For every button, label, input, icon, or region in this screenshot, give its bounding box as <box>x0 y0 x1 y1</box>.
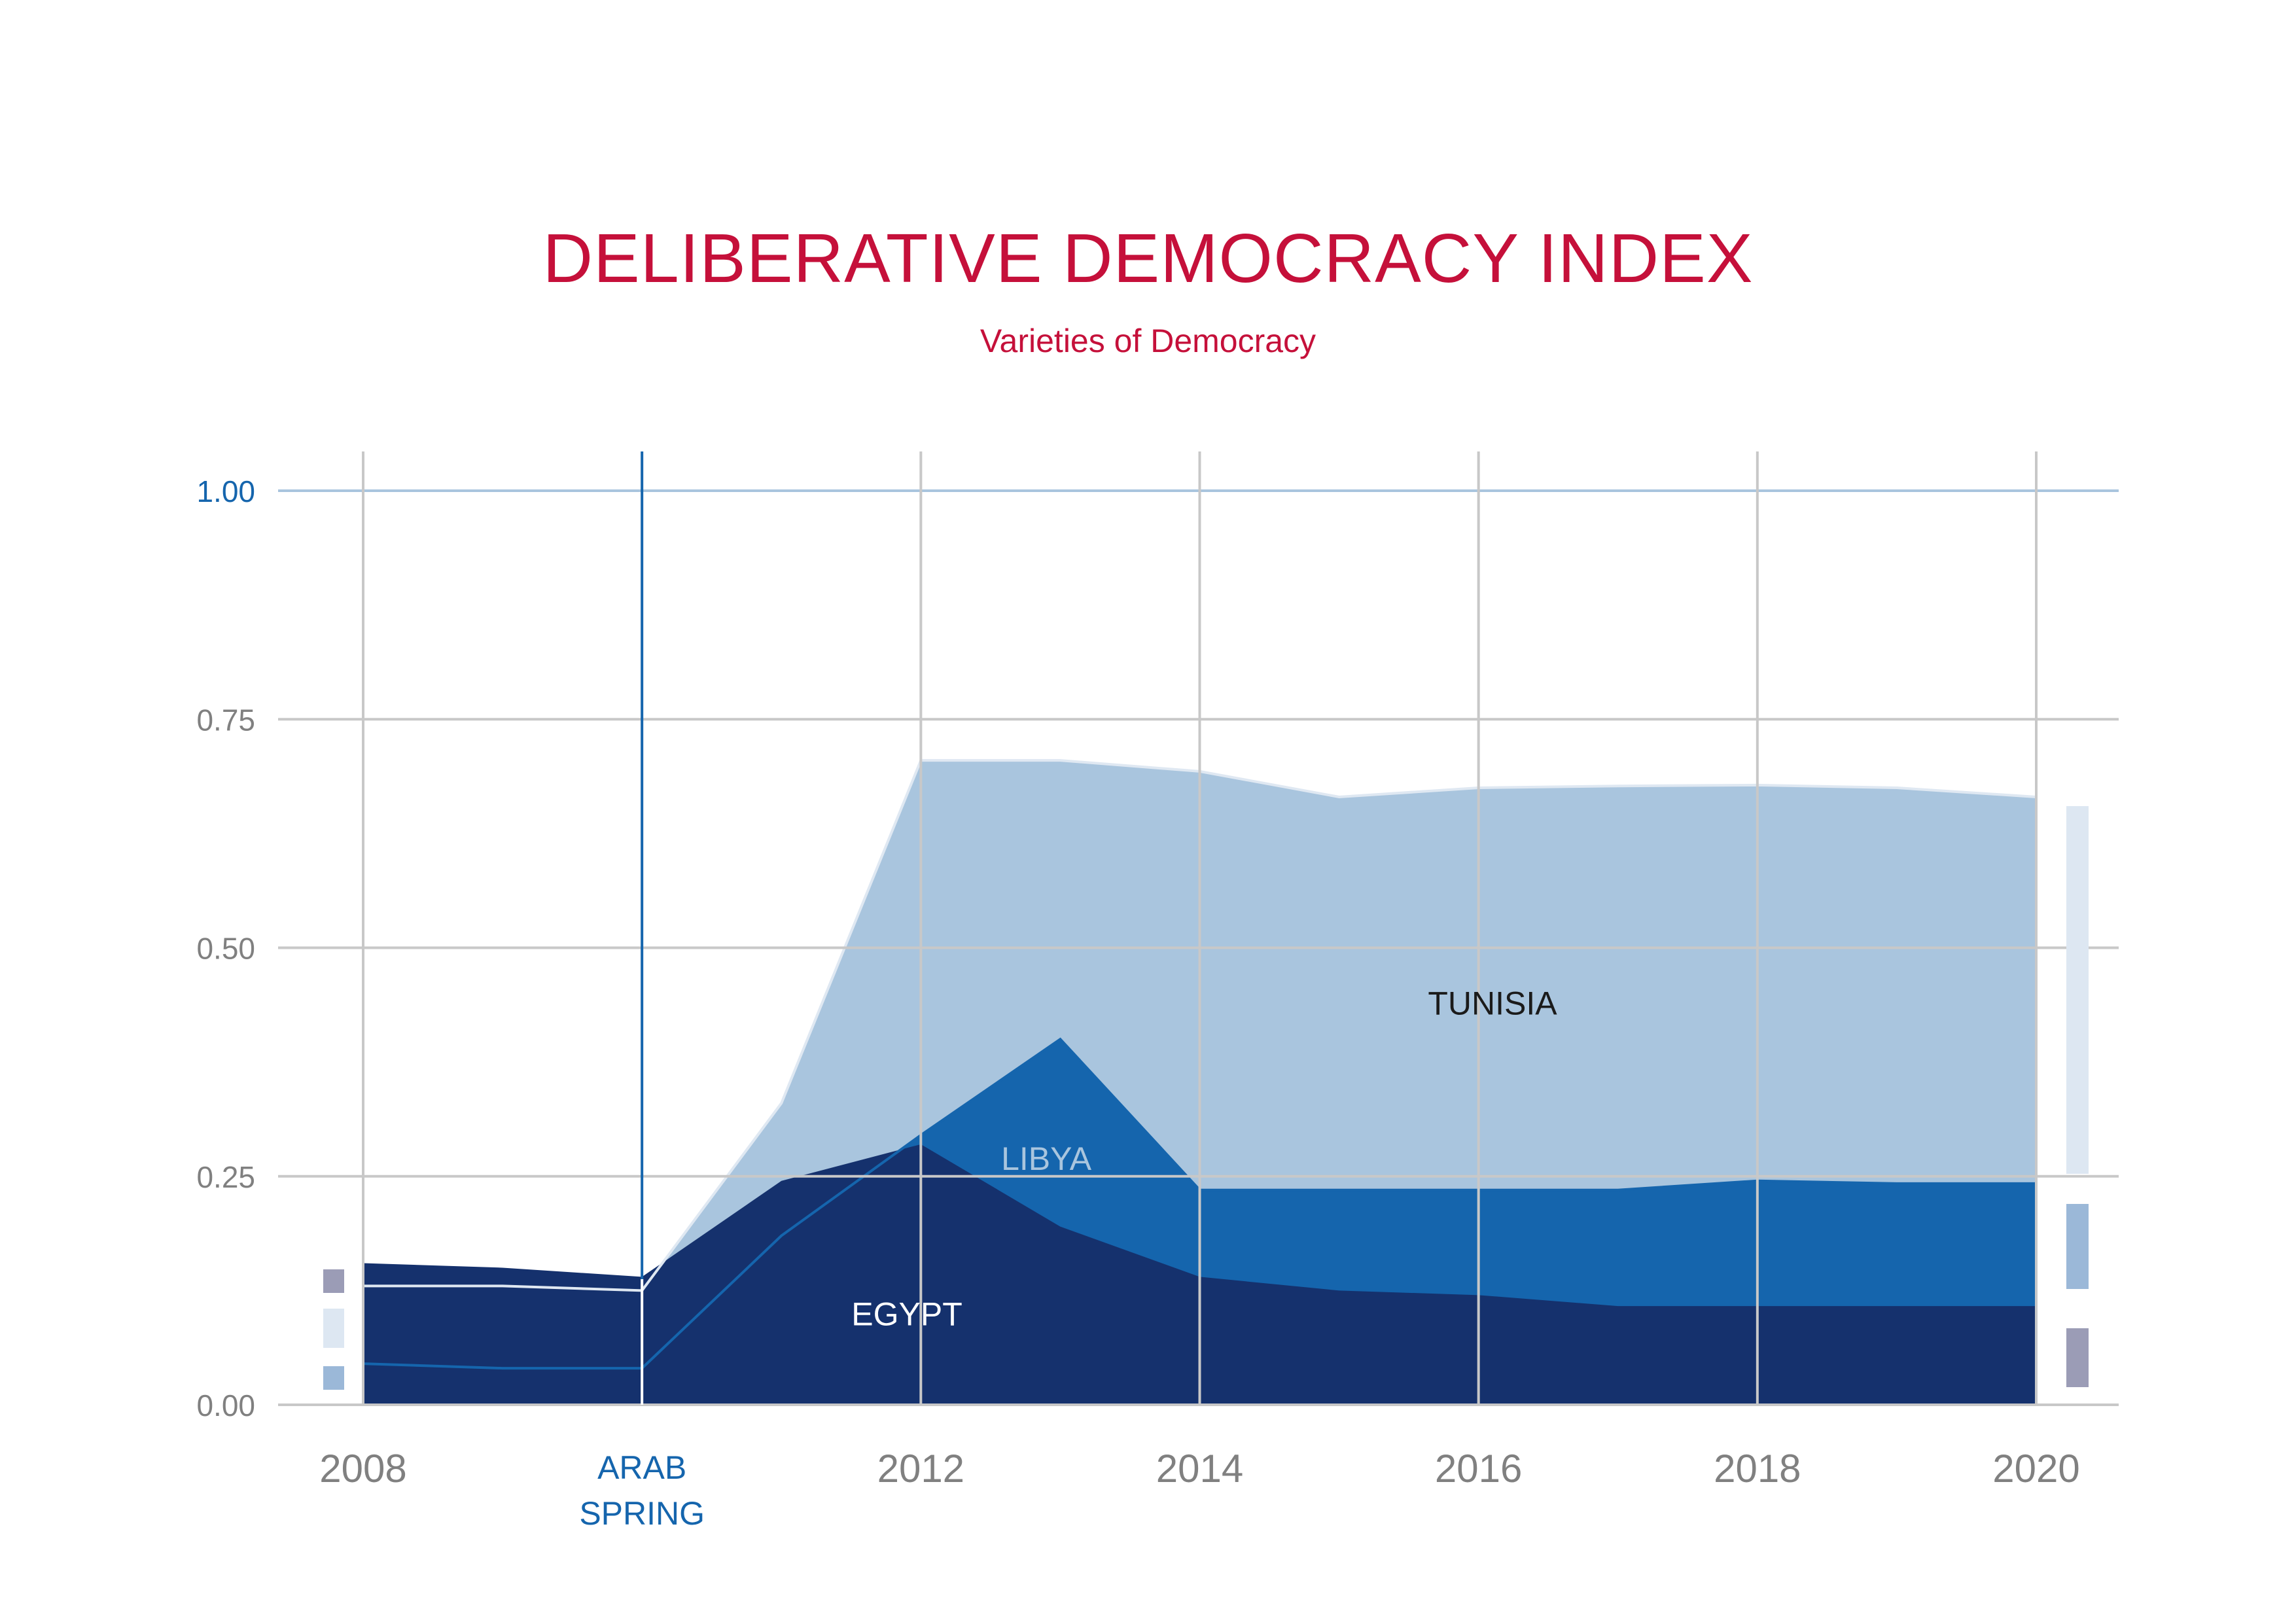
x-tick-label: 2020 <box>1992 1447 2079 1491</box>
event-label: SPRING <box>579 1495 705 1532</box>
event-label: ARAB <box>597 1449 686 1486</box>
legend-swatch <box>2066 1328 2089 1387</box>
x-tick-label: 2018 <box>1714 1447 1801 1491</box>
x-tick-label: 2014 <box>1156 1447 1243 1491</box>
y-tick-label: 0.25 <box>196 1160 255 1194</box>
legend-swatch <box>323 1366 344 1390</box>
legend-swatch <box>323 1269 344 1293</box>
area-egypt <box>363 1144 2036 1405</box>
y-tick-label: 0.75 <box>196 703 255 737</box>
series-label-egypt: EGYPT <box>851 1296 962 1332</box>
chart-title: DELIBERATIVE DEMOCRACY INDEX <box>542 220 1754 297</box>
legend-swatch <box>2066 1204 2089 1289</box>
legend-swatch <box>2066 806 2089 1174</box>
series-label-libya: LIBYA <box>1001 1140 1092 1177</box>
y-tick-label: 1.00 <box>196 474 255 508</box>
legend-swatch <box>323 1309 344 1348</box>
chart-subtitle: Varieties of Democracy <box>980 323 1316 359</box>
y-tick-label: 0.50 <box>196 932 255 966</box>
series-label-tunisia: TUNISIA <box>1428 985 1557 1021</box>
y-tick-label: 0.00 <box>196 1388 255 1422</box>
x-tick-label: 2008 <box>319 1447 406 1491</box>
x-tick-label: 2016 <box>1435 1447 1522 1491</box>
x-tick-label: 2012 <box>877 1447 964 1491</box>
